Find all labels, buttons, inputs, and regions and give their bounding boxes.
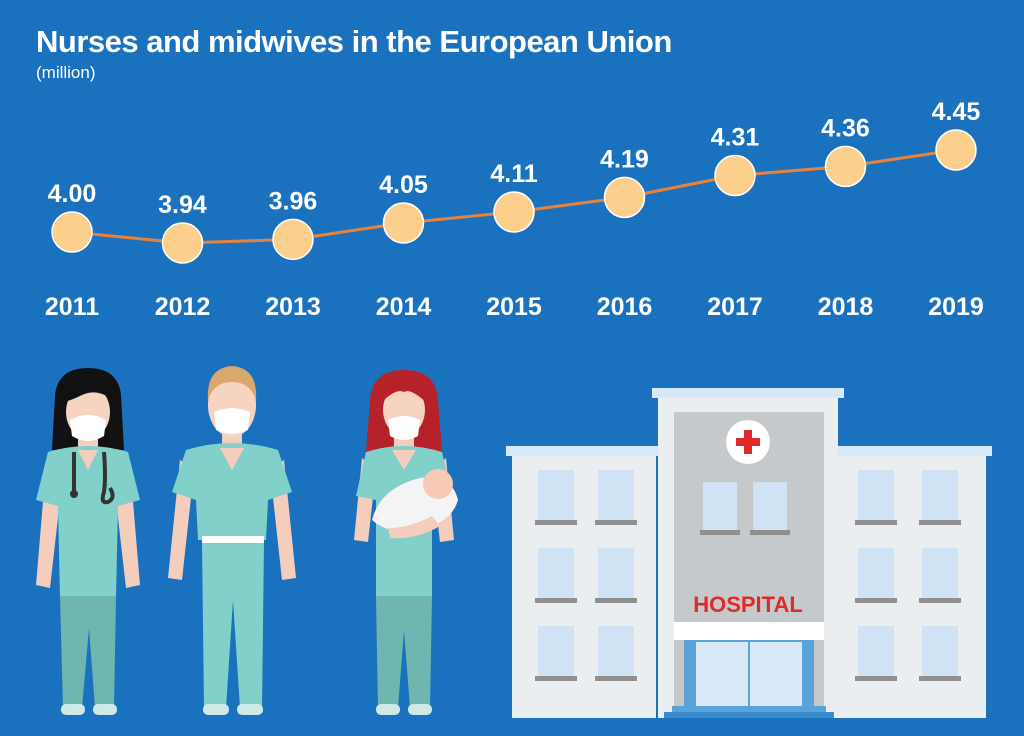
value-label-2018: 4.36 xyxy=(821,114,870,142)
data-point-2014 xyxy=(382,202,425,244)
x-tick-2013: 2013 xyxy=(265,293,321,321)
window xyxy=(538,548,574,598)
window-sill xyxy=(535,520,577,525)
hospital-sign: HOSPITAL xyxy=(693,592,803,617)
data-point-2013 xyxy=(272,218,314,261)
window xyxy=(598,470,634,520)
value-label-2016: 4.19 xyxy=(600,145,649,173)
window xyxy=(858,470,894,520)
data-point-2016 xyxy=(603,176,646,219)
window xyxy=(598,548,634,598)
x-tick-2017: 2017 xyxy=(707,293,763,321)
value-label-2014: 4.05 xyxy=(379,171,428,199)
window-sill xyxy=(595,520,637,525)
window-sill xyxy=(535,598,577,603)
window-sill xyxy=(595,598,637,603)
hospital-building: HOSPITAL xyxy=(506,388,992,718)
window xyxy=(538,626,574,676)
window-sill xyxy=(535,676,577,681)
window xyxy=(598,626,634,676)
window-sill xyxy=(919,520,961,525)
midwife-figure xyxy=(354,370,458,715)
x-tick-2011: 2011 xyxy=(45,293,99,321)
window-sill xyxy=(919,676,961,681)
window xyxy=(858,548,894,598)
value-label-2019: 4.45 xyxy=(932,98,981,126)
window xyxy=(922,548,958,598)
data-point-2018 xyxy=(824,145,867,188)
window-sill xyxy=(919,598,961,603)
data-point-2017 xyxy=(714,154,756,197)
window-sill xyxy=(855,520,897,525)
data-point-2012 xyxy=(161,222,204,264)
data-point-2019 xyxy=(935,129,977,171)
x-tick-2016: 2016 xyxy=(597,293,653,321)
chart-subtitle: (million) xyxy=(36,63,96,82)
window xyxy=(922,626,958,676)
window xyxy=(922,470,958,520)
window-sill xyxy=(855,598,897,603)
data-point-2015 xyxy=(493,191,535,233)
baby-icon xyxy=(372,469,458,539)
x-tick-2015: 2015 xyxy=(486,293,542,321)
line-chart: 4.00 3.94 3.96 4.05 4.11 4.19 4.31 4.36 4.45 201… xyxy=(45,98,984,321)
window xyxy=(858,626,894,676)
chart-title: Nurses and midwives in the European Unio… xyxy=(36,24,672,59)
value-label-2013: 3.96 xyxy=(269,187,318,215)
window xyxy=(538,470,574,520)
value-label-2011: 4.00 xyxy=(48,180,97,208)
window-sill xyxy=(595,676,637,681)
window-sill xyxy=(855,676,897,681)
x-tick-2019: 2019 xyxy=(928,293,984,321)
data-point-2011 xyxy=(51,211,93,253)
value-label-2012: 3.94 xyxy=(158,191,207,219)
female-nurse-figure xyxy=(36,368,140,715)
value-label-2015: 4.11 xyxy=(490,160,537,188)
x-tick-2018: 2018 xyxy=(818,293,874,321)
value-label-2017: 4.31 xyxy=(711,124,760,152)
x-tick-2012: 2012 xyxy=(155,293,211,321)
red-cross-icon xyxy=(726,420,770,464)
x-tick-2014: 2014 xyxy=(376,293,432,321)
male-nurse-figure xyxy=(168,366,296,715)
